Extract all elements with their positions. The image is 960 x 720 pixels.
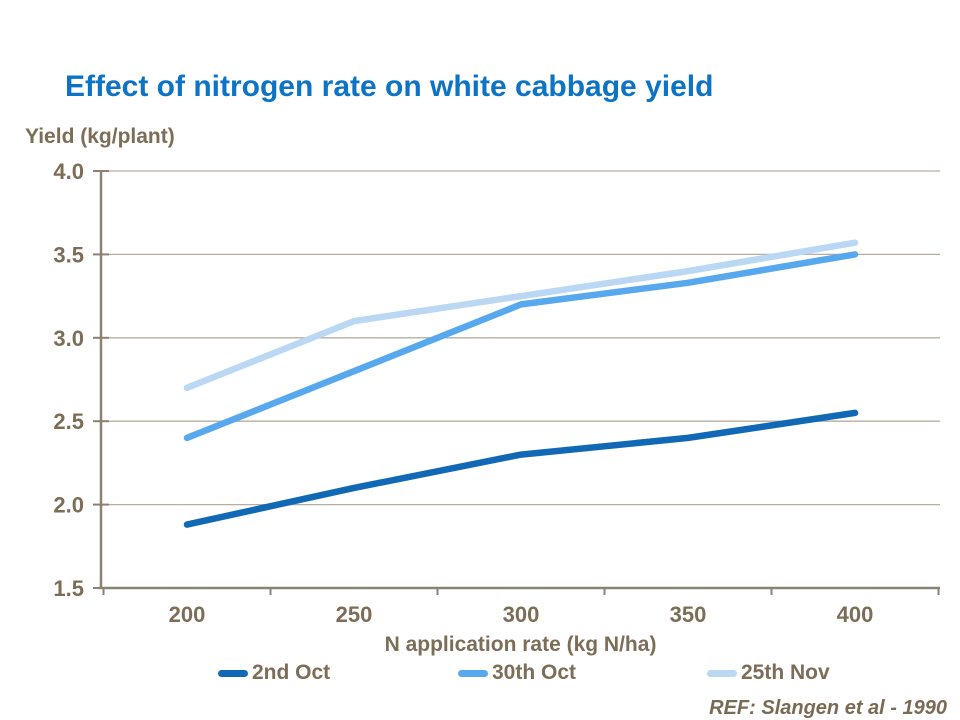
y-tick-label: 3.0 [53, 326, 84, 351]
x-tick-label: 350 [670, 602, 707, 627]
x-tick-label: 200 [169, 602, 206, 627]
series-line-25th-nov [183, 239, 859, 392]
x-axis-title: N application rate (kg N/ha) [384, 633, 657, 656]
legend-swatch-2nd-oct [218, 669, 248, 677]
reference-text: REF: Slangen et al - 1990 [709, 697, 947, 719]
y-axis-title: Yield (kg/plant) [25, 125, 175, 148]
x-tick-label: 400 [837, 602, 874, 627]
x-tick-label: 300 [503, 602, 540, 627]
y-tick-label: 2.5 [53, 409, 84, 434]
legend-item-30th-oct: 30th Oct [458, 660, 576, 686]
legend-item-2nd-oct: 2nd Oct [218, 660, 330, 686]
legend-label-30th-oct: 30th Oct [492, 661, 577, 684]
x-tick-label: 250 [336, 602, 373, 627]
legend-swatch-30th-oct [458, 669, 488, 677]
y-tick-label: 2.0 [53, 493, 84, 518]
legend-item-25th-nov: 25th Nov [707, 660, 830, 686]
y-tick-label: 3.5 [53, 242, 84, 267]
legend-label-25th-nov: 25th Nov [741, 661, 830, 684]
y-tick-label: 1.5 [53, 576, 84, 601]
y-tick-label: 4.0 [53, 159, 84, 184]
series-line-2nd-oct [183, 409, 859, 528]
series-line-30th-oct [183, 251, 859, 442]
legend-label-2nd-oct: 2nd Oct [252, 661, 331, 684]
chart-title: Effect of nitrogen rate on white cabbage… [65, 70, 714, 103]
legend-swatch-25th-nov [707, 669, 737, 677]
